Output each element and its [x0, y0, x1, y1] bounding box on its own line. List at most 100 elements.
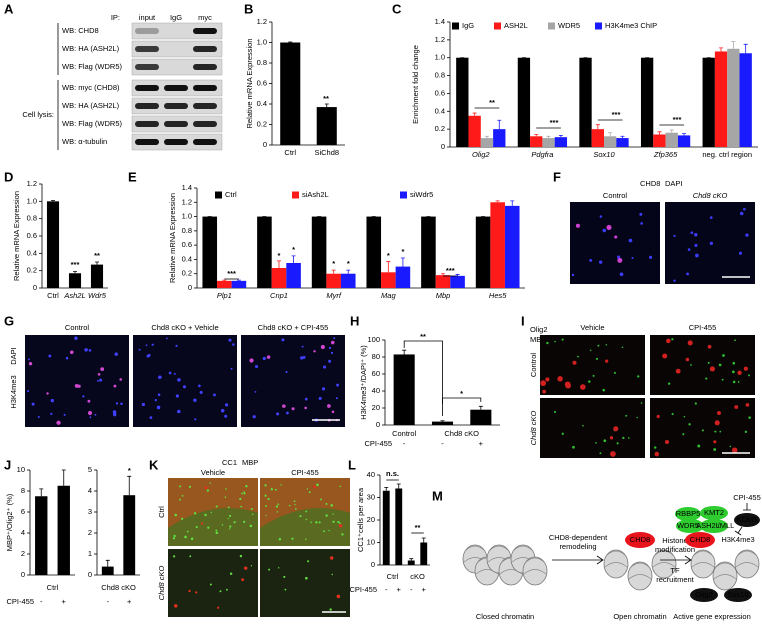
cell	[63, 413, 66, 416]
annotation: ***	[227, 269, 236, 278]
cell	[305, 538, 307, 541]
cell	[310, 521, 312, 524]
cell	[173, 372, 176, 375]
cell	[639, 212, 643, 216]
cell	[572, 360, 577, 365]
error-bar	[409, 558, 414, 561]
bar	[579, 57, 592, 147]
cell	[640, 402, 643, 404]
protein-label: WDR5	[677, 521, 699, 530]
cell	[224, 403, 229, 407]
panel-letter: F	[553, 169, 561, 184]
dna	[652, 550, 676, 568]
cell	[654, 451, 660, 457]
blot-row-label: WB: CHD8	[62, 26, 99, 35]
cell	[198, 384, 201, 388]
group-label: cKO	[410, 572, 425, 581]
y-axis-label: Relative mRNA Expression	[245, 38, 254, 128]
cell	[599, 215, 603, 218]
bar	[326, 273, 341, 288]
tissue	[168, 478, 258, 528]
cell	[286, 411, 289, 415]
row-label: Chd8 cKO	[529, 411, 538, 446]
cell	[100, 367, 105, 372]
y-tick-label: 0	[33, 283, 37, 292]
cell	[619, 272, 624, 277]
bar	[591, 129, 604, 147]
cell	[175, 394, 180, 398]
arrow-label: recruitment	[656, 575, 694, 584]
cell	[264, 484, 267, 487]
protein	[675, 507, 701, 521]
cell	[722, 354, 725, 357]
legend-label: WDR5	[558, 21, 580, 30]
bar	[554, 137, 568, 147]
legend-swatch	[292, 191, 299, 199]
cell	[599, 452, 602, 455]
micrograph	[133, 335, 237, 427]
blot-row-label: WB: Flag (WDR5)	[62, 119, 123, 128]
cell	[557, 376, 563, 382]
annotation: **	[489, 98, 495, 107]
group-label: Chd8 cKO	[101, 583, 136, 592]
protein-label: /MLL	[718, 521, 735, 530]
cell	[262, 356, 266, 361]
cell	[613, 426, 619, 432]
stain-label: DAPI	[9, 347, 18, 365]
cell	[138, 348, 141, 351]
arrow-label: Histone	[662, 536, 687, 545]
cell	[97, 379, 99, 382]
cell	[729, 445, 732, 448]
cell	[294, 504, 296, 506]
cell	[683, 415, 686, 418]
cell	[329, 556, 334, 560]
cell	[265, 505, 267, 507]
cell	[274, 488, 277, 491]
error-bar	[127, 475, 132, 496]
cell	[115, 402, 119, 405]
cell	[254, 390, 257, 393]
cell	[328, 359, 332, 363]
cell	[335, 397, 338, 400]
cell	[327, 404, 331, 408]
ip-label: IP:	[111, 13, 120, 22]
annotation: **	[420, 332, 426, 341]
panel-letter: E	[128, 169, 137, 184]
blot-band	[193, 139, 217, 145]
x-tick-label: Ash2L	[63, 291, 85, 300]
protein-label: CHD8	[690, 535, 710, 544]
bar	[231, 280, 247, 288]
legend-swatch	[452, 22, 459, 30]
cell	[709, 216, 713, 219]
blot-strip	[131, 22, 223, 40]
cell	[179, 485, 182, 488]
cell	[744, 430, 748, 434]
cell	[276, 412, 280, 416]
protein-label: KDM5	[737, 515, 758, 524]
bar	[90, 264, 104, 288]
cell	[606, 224, 612, 230]
cell	[732, 370, 735, 374]
annotation: *	[128, 466, 131, 475]
cell	[217, 606, 220, 609]
cell	[50, 398, 55, 403]
bar	[739, 53, 752, 147]
y-tick-label: 0	[371, 560, 375, 569]
cell	[713, 448, 717, 451]
error-bar	[324, 103, 329, 108]
blot-strip	[131, 58, 223, 76]
protein-label: RBBP5	[676, 509, 701, 518]
cell	[89, 416, 92, 419]
cell	[636, 416, 638, 419]
stain-label: MBP	[242, 458, 258, 467]
cell	[194, 418, 197, 421]
cell	[734, 339, 736, 342]
cell	[28, 358, 30, 361]
panel-letter: G	[4, 313, 14, 328]
x-tick-label: Mag	[381, 291, 396, 300]
cell	[239, 554, 243, 558]
cell	[580, 384, 586, 390]
y-tick-label: 0	[188, 283, 192, 292]
y-tick-label: 0.6	[182, 240, 192, 249]
panel-letter: C	[392, 1, 402, 16]
